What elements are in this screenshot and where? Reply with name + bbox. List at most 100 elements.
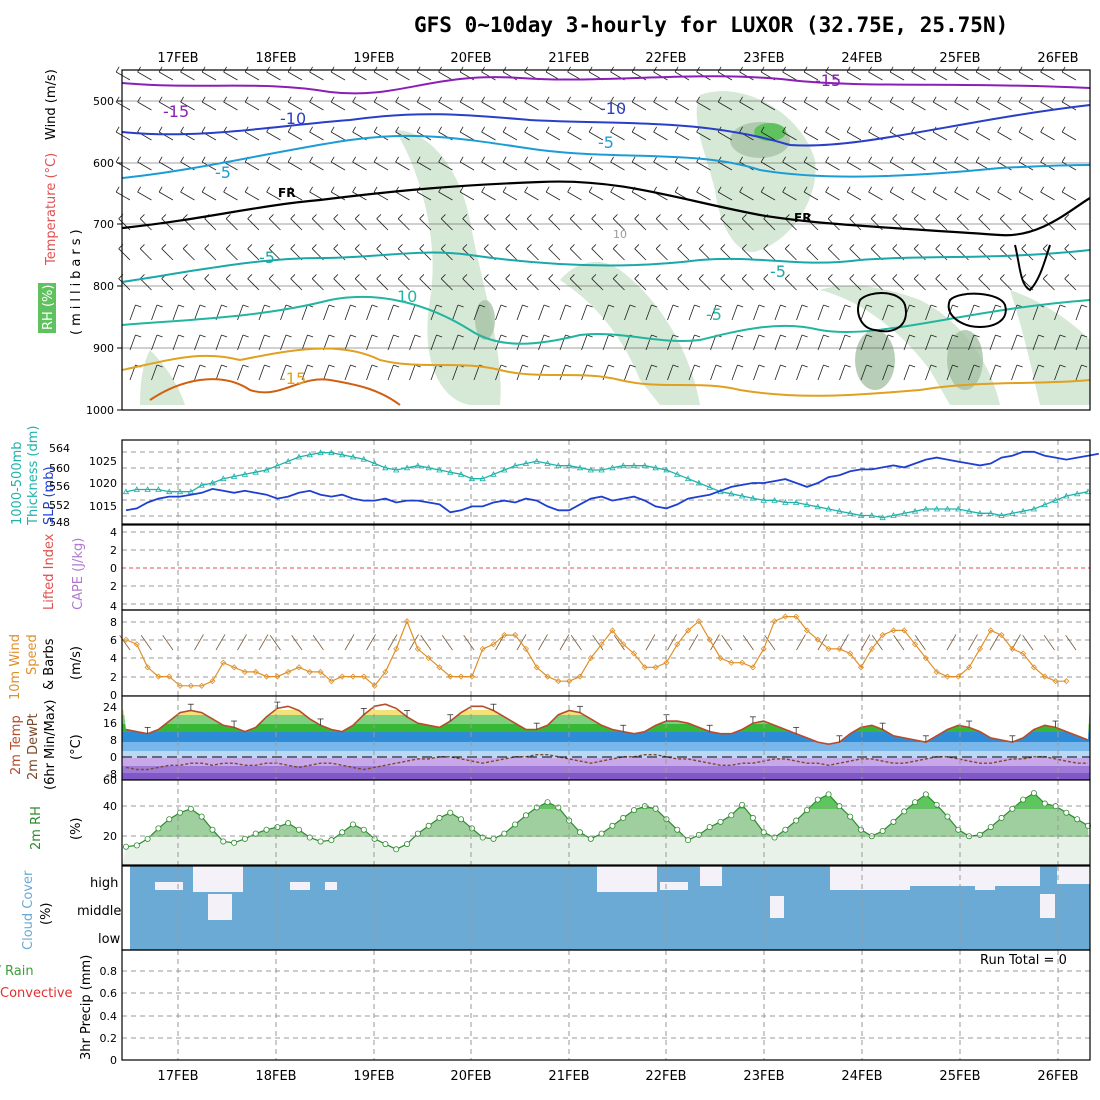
wind-barb-flag [801, 334, 808, 338]
thickness-point [155, 486, 162, 492]
wind-barb [968, 364, 975, 381]
wind-barb-flag [588, 156, 593, 163]
cloud-gap [770, 896, 784, 918]
wind-barb [1042, 278, 1055, 291]
wind-barb [567, 191, 582, 201]
wind-barb [839, 304, 846, 321]
wind10-point [695, 618, 702, 625]
wind-barb [266, 191, 281, 201]
wind-barb [395, 161, 410, 171]
wind-barb-flag [737, 304, 744, 308]
wind10-point [911, 641, 919, 648]
wind-barb-flag [868, 186, 872, 193]
thickness-point [295, 453, 303, 460]
contour-plus-20 [149, 378, 401, 406]
wind-barb [366, 304, 373, 321]
wind-barb-flag [182, 214, 188, 219]
wind-barb-flag [930, 304, 937, 308]
wind-barb-flag [158, 186, 163, 193]
wind-barb [911, 191, 926, 201]
wind-barb [483, 218, 496, 231]
wind10-barb [893, 635, 905, 651]
wind-barb-flag [591, 214, 597, 219]
wind-barb [978, 278, 991, 291]
precip-tick: 0.2 [100, 1032, 118, 1045]
wind-barb-flag [913, 214, 919, 219]
wind-barb-flag [522, 334, 529, 338]
contour-label-9: FR [794, 211, 811, 225]
wind-barb-flag [545, 126, 550, 133]
wind10-point [1009, 645, 1016, 652]
wind-barb-flag [416, 156, 421, 163]
wind10-barb [764, 635, 776, 651]
thickness-point [641, 462, 649, 469]
wind-barb-flag [909, 334, 916, 338]
wind-barb-flag [1018, 126, 1023, 133]
wind10-barb [119, 635, 131, 651]
wind-barb-flag [932, 186, 937, 193]
wind10-barb [269, 635, 281, 651]
wind-barb [860, 304, 867, 321]
wind-barb [158, 101, 174, 111]
wind-barb-flag [954, 126, 958, 133]
tick-label: 700 [93, 218, 114, 231]
freezing-loop-3 [1014, 244, 1051, 292]
date-label-bottom: 25FEB [939, 1069, 980, 1084]
wind10-point [263, 673, 270, 680]
rh2m-point [749, 814, 756, 821]
temp2m-label-b: 2m DewPt [26, 713, 41, 780]
date-label-bottom: 20FEB [450, 1069, 491, 1084]
thickness-point [317, 449, 324, 456]
wind-barb [459, 101, 475, 111]
tick-label: 1000 [86, 404, 114, 417]
wind10-point [458, 673, 465, 680]
wind-barb-flag [737, 334, 744, 338]
wind-barb [180, 101, 195, 111]
wind10-point [1063, 678, 1070, 685]
wind-barb-flag [631, 96, 636, 103]
contour-label-10: -5 [770, 262, 786, 281]
wind-barb [452, 334, 459, 351]
wind-barb [825, 191, 840, 201]
wind-barb [280, 304, 287, 321]
rh2m-point [512, 821, 519, 828]
wind-barb-flag [1040, 186, 1044, 193]
thickness-series [125, 452, 1089, 519]
wind-barb-flag [653, 156, 657, 163]
wind-barb [868, 161, 883, 171]
thickness-point [836, 507, 843, 514]
wind-barb [717, 101, 733, 111]
wind-barb [868, 71, 883, 81]
thickness-point [847, 510, 854, 516]
wind-barb [624, 304, 631, 321]
thickness-point [695, 479, 703, 486]
wind10-ticks: 8 6 4 2 0 [110, 616, 117, 702]
wind10-point [825, 645, 832, 652]
wind-barb [975, 191, 991, 201]
wind-barb-flag [610, 96, 614, 103]
thickness-point [209, 479, 216, 486]
rh2m-point [263, 826, 270, 833]
rh2m-point [793, 817, 800, 824]
wind-barb-flag [1018, 96, 1023, 103]
wind-barb [581, 304, 588, 321]
wind-barb [223, 191, 238, 201]
wind-barb [161, 218, 174, 231]
wind-barb-flag [952, 334, 959, 338]
thickness-point [382, 464, 389, 471]
wind-barb [330, 131, 346, 141]
wind10-point [209, 678, 216, 685]
rh2m-point [695, 831, 702, 838]
wind10-point [868, 645, 875, 652]
wind-barb-flag [868, 156, 872, 163]
wind-barb-flag [419, 274, 425, 279]
wind-barb-flag [952, 364, 959, 368]
wind-barb-flag [694, 304, 701, 308]
wind-barb [588, 101, 604, 111]
wind-barb [696, 131, 711, 141]
wind-barb-flag [870, 274, 876, 279]
wind-barb [247, 248, 260, 261]
contour-label-13: -15 [280, 369, 306, 388]
wind-barb [495, 304, 502, 321]
wind-barb [526, 278, 539, 291]
